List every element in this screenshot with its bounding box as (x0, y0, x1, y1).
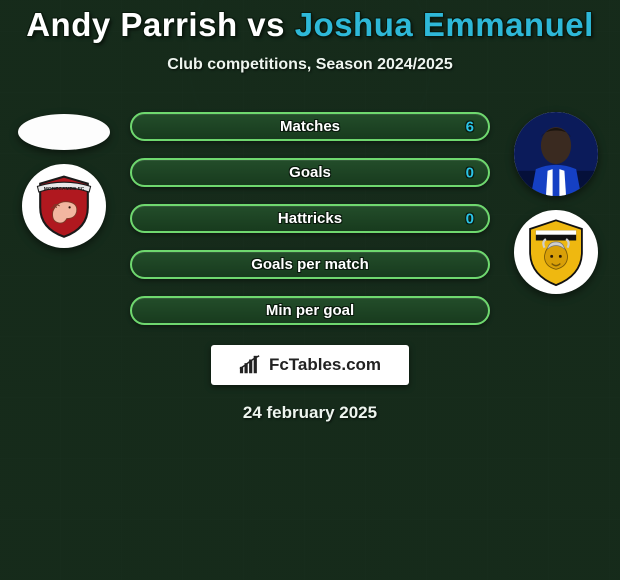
watermark-text: FcTables.com (269, 355, 381, 375)
player2-photo-icon (514, 112, 598, 196)
stats-column: Matches 6 Goals 0 Hattricks 0 Goals per … (130, 112, 490, 325)
svg-text:MORECAMBE FC: MORECAMBE FC (44, 186, 85, 192)
stat-row-matches: Matches 6 (130, 112, 490, 141)
doncaster-crest-icon (520, 216, 592, 288)
stat-row-hattricks: Hattricks 0 (130, 204, 490, 233)
date-label: 24 february 2025 (243, 403, 377, 423)
stat-row-min-per-goal: Min per goal (130, 296, 490, 325)
stat-label: Goals (289, 164, 331, 181)
stat-value-right: 6 (466, 118, 474, 135)
morecambe-crest-icon: MORECAMBE FC (29, 171, 99, 241)
stat-value-right: 0 (466, 164, 474, 181)
left-column: MORECAMBE FC (14, 112, 114, 248)
stat-row-goals-per-match: Goals per match (130, 250, 490, 279)
stat-label: Hattricks (278, 210, 342, 227)
title-player1: Andy Parrish (26, 6, 237, 43)
stat-row-goals: Goals 0 (130, 158, 490, 187)
title-player2: Joshua Emmanuel (295, 6, 594, 43)
bar-chart-icon (239, 355, 261, 375)
player1-club-crest: MORECAMBE FC (22, 164, 106, 248)
stat-label: Min per goal (266, 302, 354, 319)
stat-label: Matches (280, 118, 340, 135)
main-row: MORECAMBE FC Matches 6 Goals 0 Hattricks (0, 112, 620, 325)
page-title: Andy Parrish vs Joshua Emmanuel (26, 6, 594, 44)
stat-value-right: 0 (466, 210, 474, 227)
right-column (506, 112, 606, 294)
player1-avatar (18, 114, 110, 150)
subtitle: Club competitions, Season 2024/2025 (167, 56, 452, 74)
content-wrap: Andy Parrish vs Joshua Emmanuel Club com… (0, 0, 620, 423)
stat-label: Goals per match (251, 256, 369, 273)
player2-avatar (514, 112, 598, 196)
watermark-badge: FcTables.com (211, 345, 409, 385)
title-vs: vs (247, 6, 285, 43)
player2-club-crest (514, 210, 598, 294)
